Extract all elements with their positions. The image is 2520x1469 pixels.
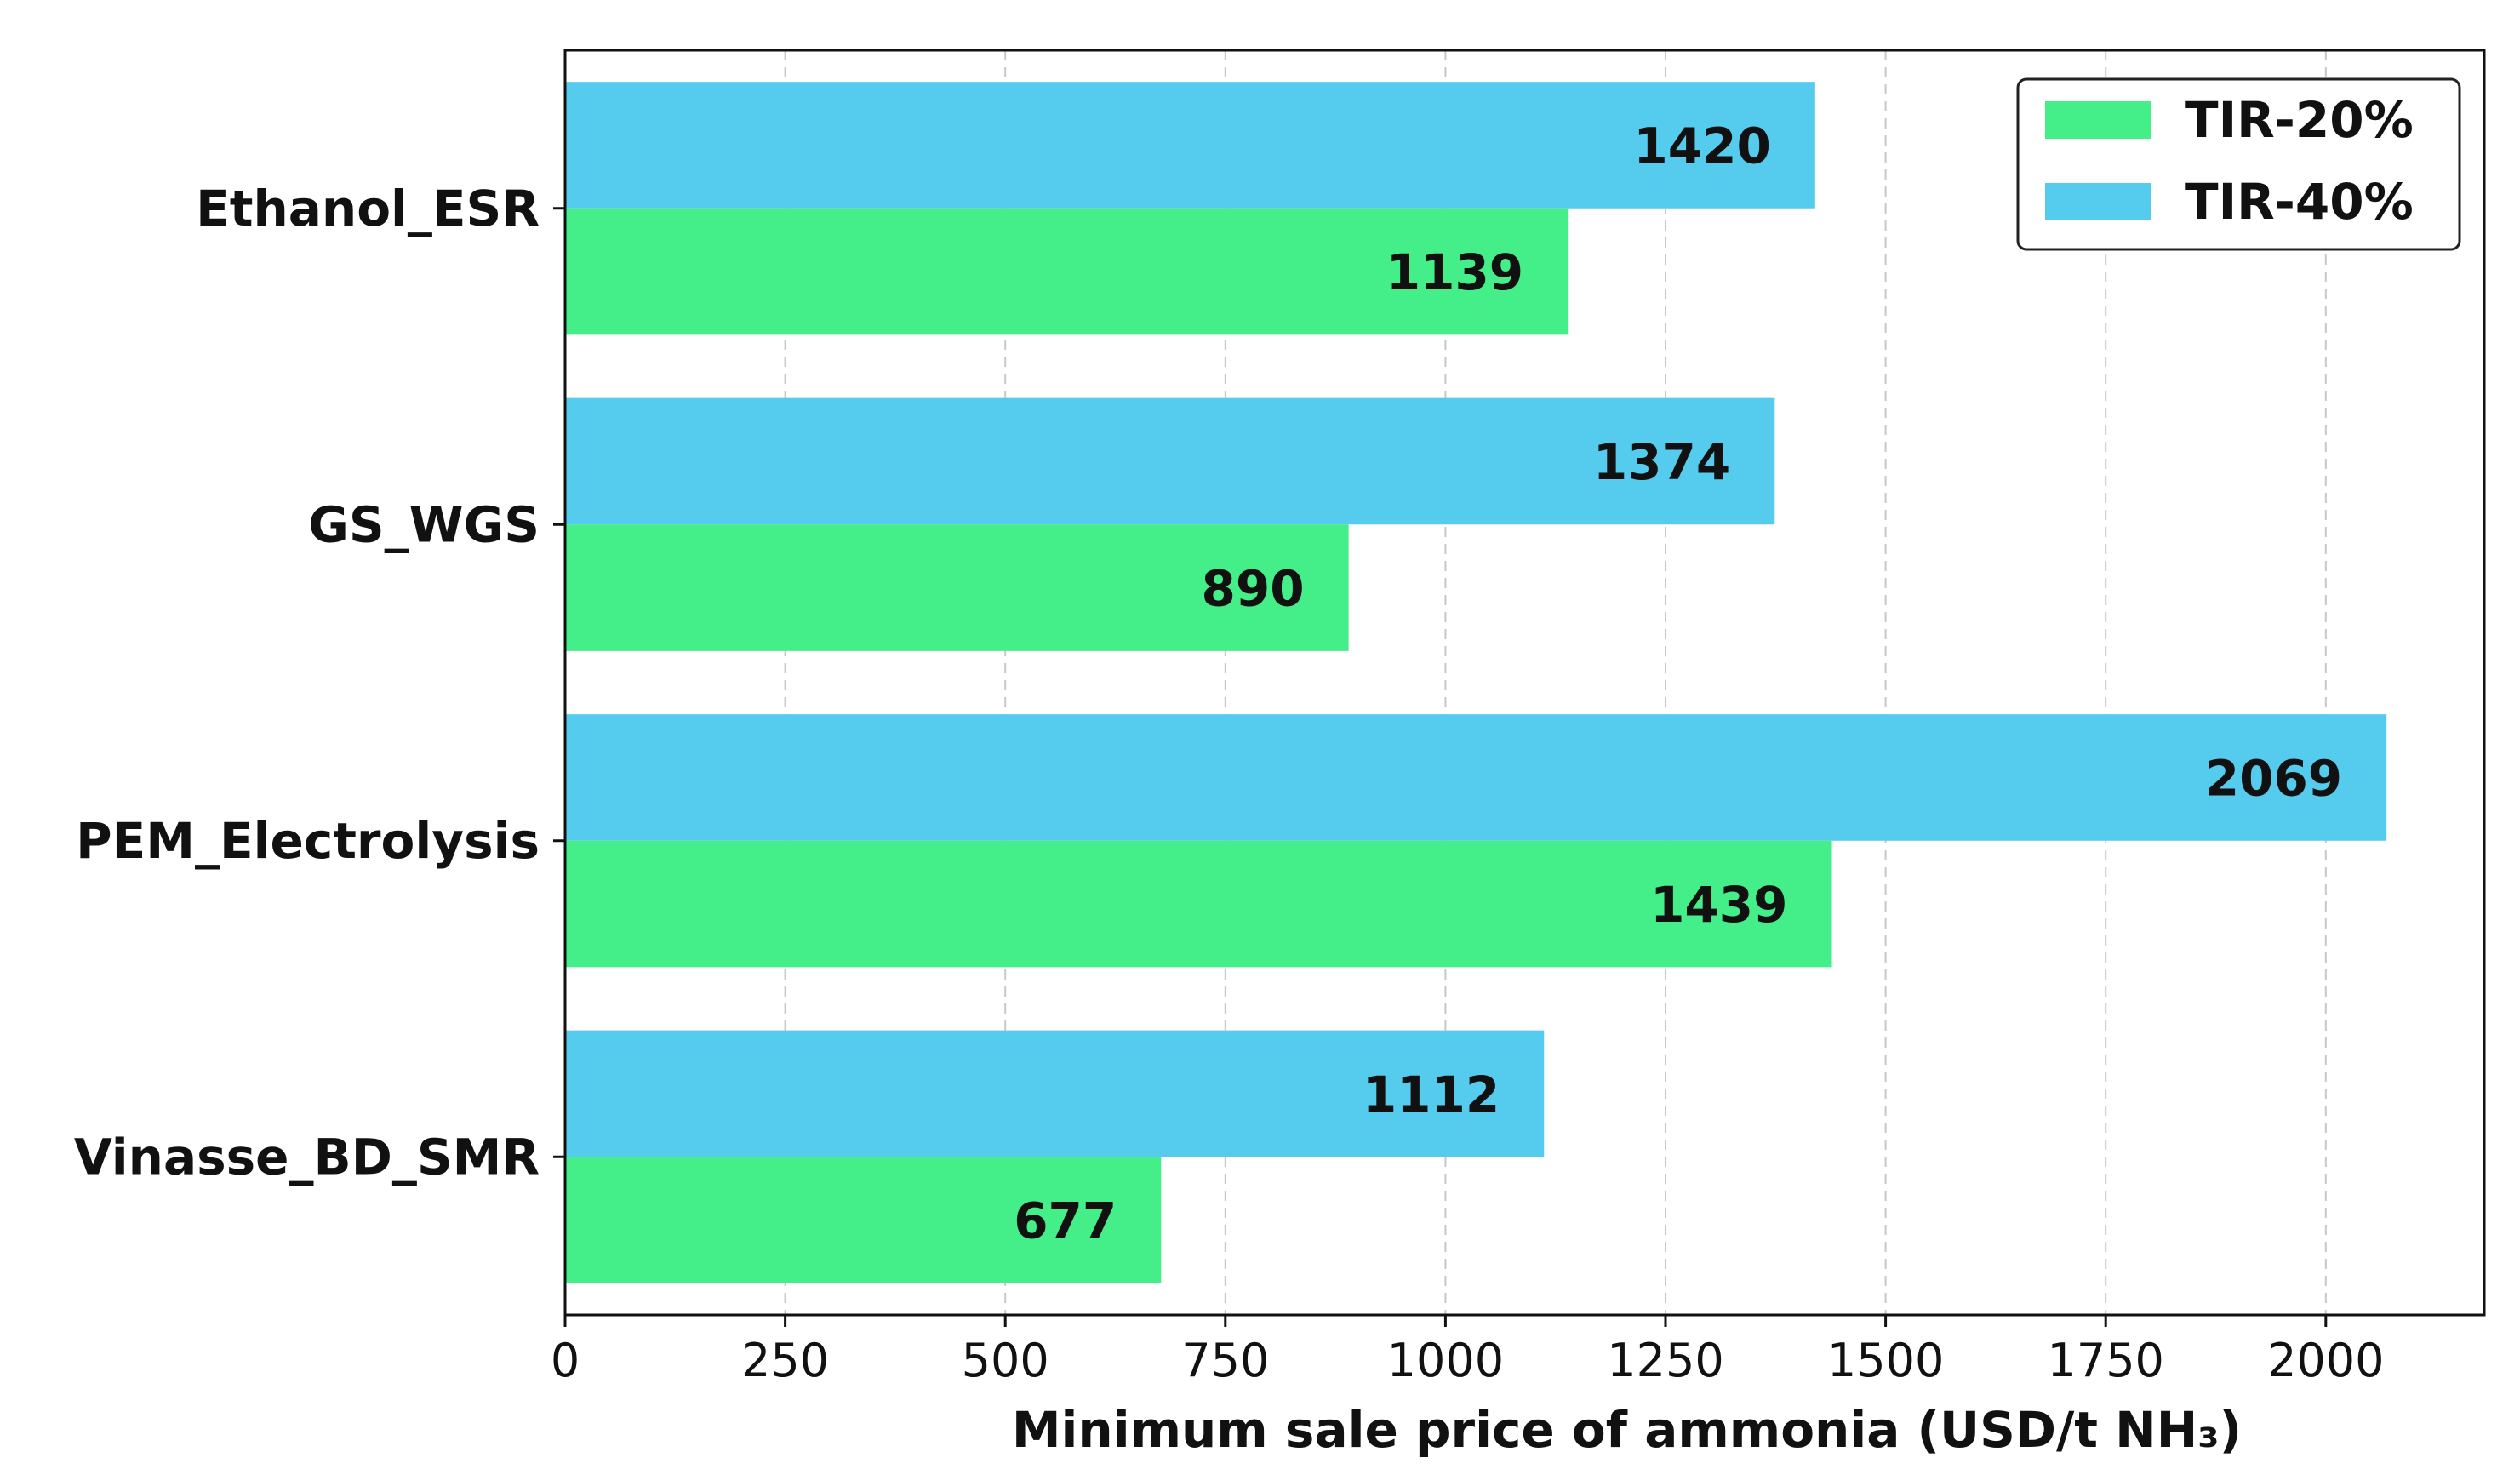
x-tick-label: 1750: [2047, 1334, 2163, 1387]
bar-value-label: 1420: [1633, 117, 1770, 174]
x-tick-label: 0: [551, 1334, 580, 1387]
x-axis-title: Minimum sale price of ammonia (USD/t NH₃…: [1012, 1401, 2242, 1459]
legend-swatch: [2045, 183, 2151, 220]
category-label: Vinasse_BD_SMR: [74, 1128, 540, 1186]
bar-tir40: [565, 714, 2387, 841]
bar-tir40: [565, 82, 1815, 209]
bar-tir20: [565, 840, 1832, 968]
bar-tir40: [565, 397, 1775, 525]
bar-tir20: [565, 1157, 1162, 1283]
plot-frame: [563, 49, 2486, 1317]
bar-value-label: 1374: [1593, 433, 1730, 491]
x-axis-ticks: 0 250 500 750 1000 1250 1500 1750 2000: [551, 1315, 2385, 1387]
x-tick-label: 1000: [1387, 1334, 1504, 1387]
category-label: PEM_Electrolysis: [76, 812, 540, 870]
bar-value-label: 677: [1014, 1192, 1117, 1250]
legend-swatch: [2045, 101, 2151, 139]
bar-value-label: 2069: [2205, 749, 2342, 807]
x-tick-label: 500: [962, 1334, 1049, 1387]
legend-label: TIR-20%: [2185, 91, 2414, 149]
bar-value-label: 890: [1202, 560, 1305, 618]
x-tick-label: 750: [1181, 1334, 1269, 1387]
x-tick-label: 1500: [1827, 1334, 1944, 1387]
category-label: Ethanol_ESR: [196, 180, 540, 237]
bars: 1420 1139 1374 890 2069 1439 1112 677: [565, 82, 2387, 1283]
legend-label: TIR-40%: [2185, 173, 2414, 231]
bar-tir20: [565, 208, 1569, 335]
x-tick-label: 1250: [1607, 1334, 1723, 1387]
bar-value-label: 1439: [1650, 876, 1787, 934]
legend: TIR-20% TIR-40%: [2016, 77, 2461, 251]
bar-value-label: 1112: [1363, 1066, 1500, 1123]
x-tick-label: 2000: [2267, 1334, 2384, 1387]
bar-tir20: [565, 524, 1349, 651]
bar-value-label: 1139: [1386, 243, 1523, 301]
x-tick-label: 250: [741, 1334, 829, 1387]
y-axis-categories: Ethanol_ESR GS_WGS PEM_Electrolysis Vinasse…: [74, 180, 565, 1186]
bar-tir40: [565, 1030, 1545, 1157]
category-label: GS_WGS: [308, 495, 540, 553]
